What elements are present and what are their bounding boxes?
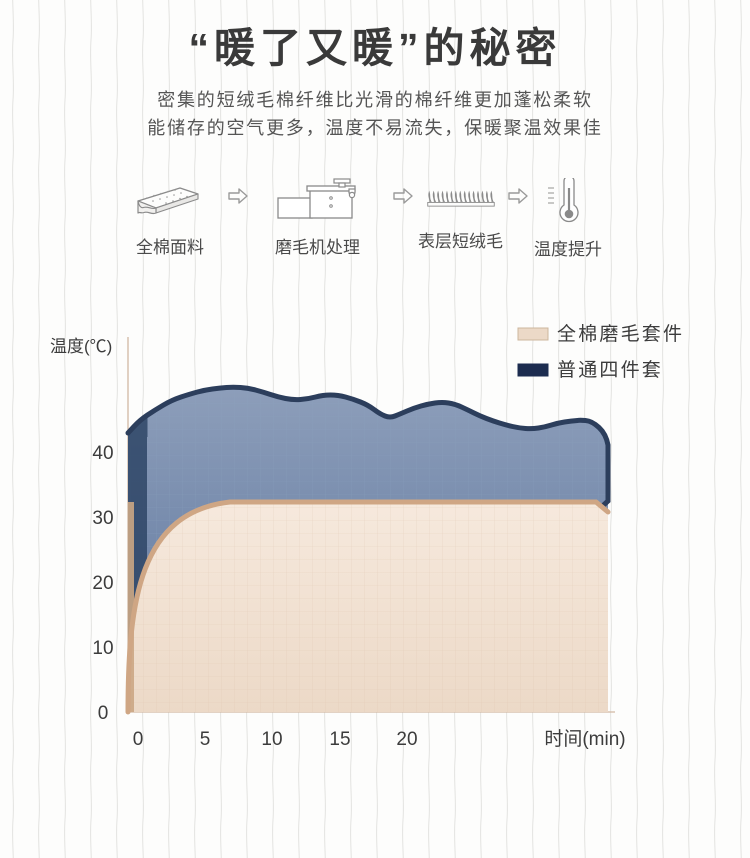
svg-text:15: 15 bbox=[329, 729, 350, 750]
svg-text:5: 5 bbox=[200, 729, 211, 750]
svg-text:10: 10 bbox=[261, 729, 282, 750]
svg-text:普通四件套: 普通四件套 bbox=[557, 359, 663, 381]
svg-text:全棉磨毛套件: 全棉磨毛套件 bbox=[557, 323, 684, 345]
svg-text:0: 0 bbox=[98, 703, 109, 724]
svg-text:40: 40 bbox=[92, 443, 113, 464]
svg-text:0: 0 bbox=[133, 729, 144, 750]
svg-text:30: 30 bbox=[92, 508, 113, 529]
svg-text:20: 20 bbox=[396, 729, 417, 750]
svg-text:时间(min): 时间(min) bbox=[544, 728, 625, 750]
svg-text:20: 20 bbox=[92, 573, 113, 594]
svg-text:10: 10 bbox=[92, 638, 113, 659]
